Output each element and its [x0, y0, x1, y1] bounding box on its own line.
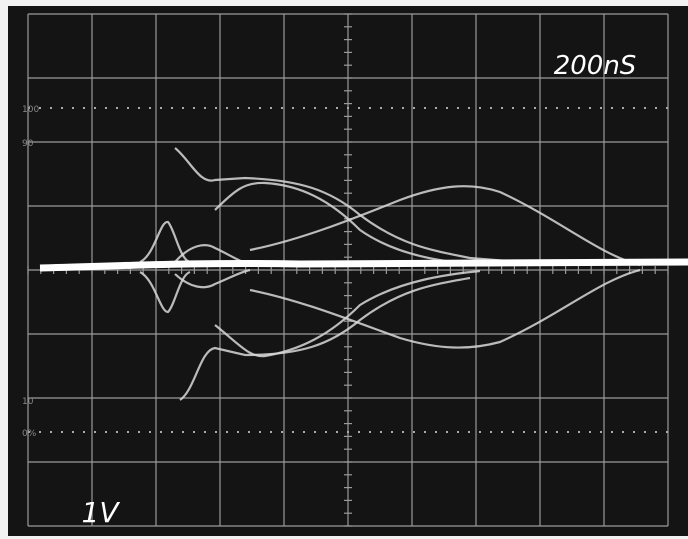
graticule-label: 100	[22, 105, 39, 115]
scale-label: 1V	[82, 496, 121, 529]
page: 200nS 1V 100 90 10 0% (() => { const dat…	[0, 0, 688, 539]
graticule-label: 10	[22, 397, 34, 407]
graticule-label: 0%	[22, 429, 37, 439]
oscilloscope-screen: 200nS 1V 100 90 10 0%	[0, 0, 688, 539]
timebase-label: 200nS	[554, 51, 637, 81]
graticule-label: 90	[22, 139, 34, 149]
